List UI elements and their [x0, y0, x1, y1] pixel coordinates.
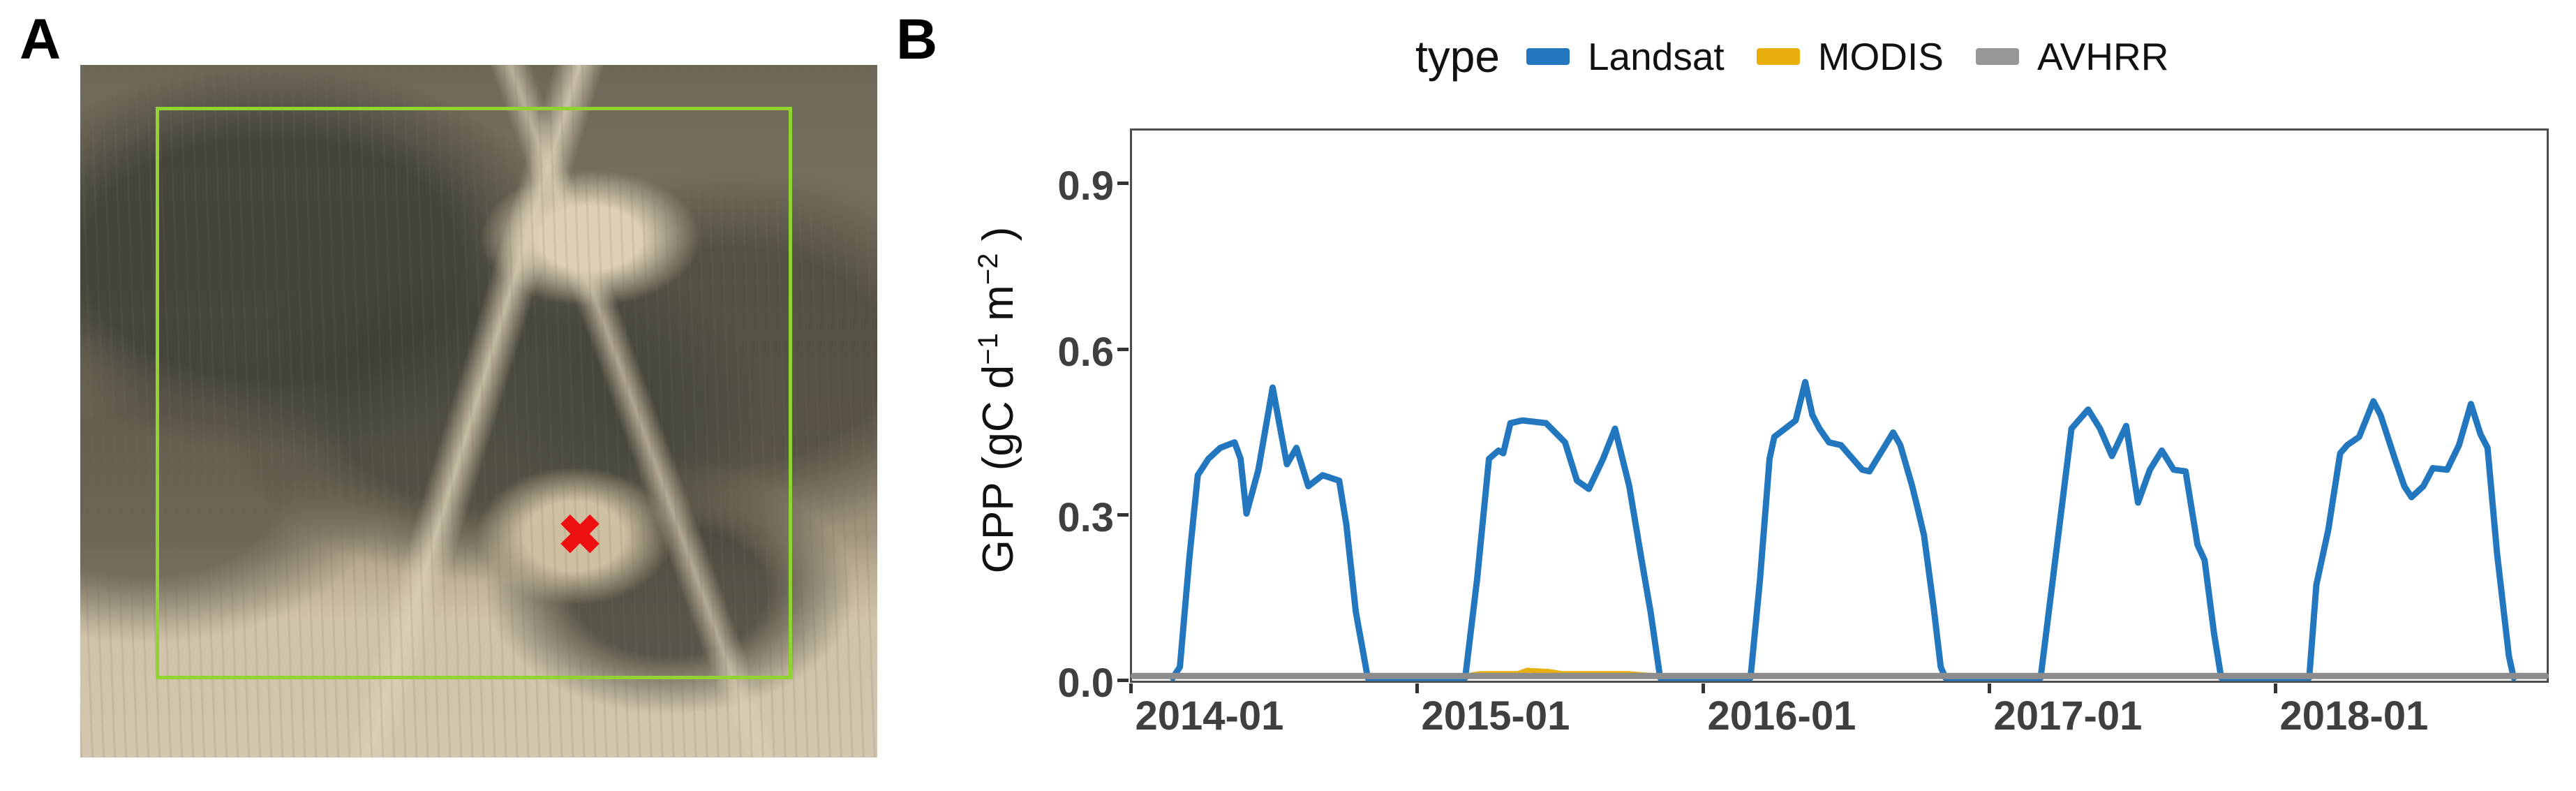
legend-label-landsat: Landsat — [1587, 35, 1725, 78]
x-tick-mark — [1415, 683, 1419, 693]
y-tick-mark — [1117, 182, 1129, 186]
x-tick-label: 2015-01 — [1421, 693, 1570, 739]
legend-item-landsat: Landsat — [1526, 34, 1725, 79]
study-area-box — [156, 107, 792, 679]
series-line-landsat — [1169, 378, 2517, 681]
x-tick-mark — [1129, 683, 1133, 693]
chart-legend: type Landsat MODIS AVHRR — [1415, 29, 2201, 84]
y-tick-label: 0.6 — [1057, 329, 1114, 375]
legend-item-modis: MODIS — [1756, 34, 1944, 79]
legend-title: type — [1415, 31, 1500, 82]
panel-b-label: B — [896, 8, 938, 71]
legend-item-avhrr: AVHRR — [1975, 34, 2169, 79]
panel-a-label: A — [20, 8, 61, 71]
y-tick-label: 0.3 — [1057, 494, 1114, 540]
legend-label-modis: MODIS — [1817, 35, 1944, 78]
landsat-line-swatch-icon — [1526, 48, 1570, 65]
site-marker-icon: ✖ — [557, 504, 603, 565]
x-tick-label: 2018-01 — [2279, 693, 2429, 739]
x-tick-label: 2017-01 — [1993, 693, 2143, 739]
legend-label-avhrr: AVHRR — [2037, 35, 2169, 78]
y-tick-label: 0.0 — [1057, 660, 1114, 706]
y-tick-mark — [1117, 512, 1129, 517]
x-tick-mark — [2273, 683, 2277, 693]
y-tick-label: 0.9 — [1057, 163, 1114, 209]
y-tick-mark — [1117, 347, 1129, 351]
avhrr-line-swatch-icon — [1975, 48, 2019, 65]
y-tick-mark — [1117, 679, 1129, 682]
modis-line-swatch-icon — [1756, 48, 1800, 65]
x-tick-label: 2016-01 — [1707, 693, 1856, 739]
plot-area — [1130, 128, 2549, 683]
x-tick-mark — [1701, 683, 1705, 693]
satellite-image: ✖ — [80, 65, 877, 757]
gpp-time-series-chart — [1130, 378, 2549, 681]
x-tick-mark — [1987, 683, 1991, 693]
x-tick-label: 2014-01 — [1135, 693, 1284, 739]
